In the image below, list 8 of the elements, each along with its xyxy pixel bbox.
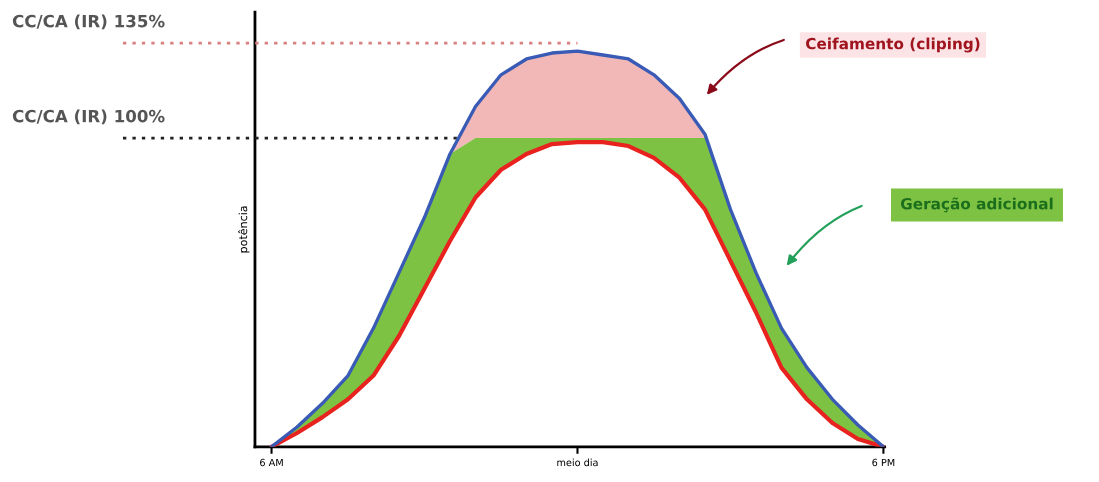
annotation: Ceifamento (cliping) bbox=[806, 37, 980, 53]
text: Geração adicional bbox=[900, 197, 1053, 213]
x-tick-label: 6 AM bbox=[260, 458, 283, 467]
x-tick-label: meio dia bbox=[557, 458, 598, 467]
x-tick-label: 6 PM bbox=[872, 458, 895, 467]
y-axis-title: potência bbox=[238, 206, 250, 253]
ref-line-label: CC/CA (IR) 100% bbox=[12, 109, 165, 125]
ref-line-label: CC/CA (IR) 135% bbox=[12, 14, 165, 30]
